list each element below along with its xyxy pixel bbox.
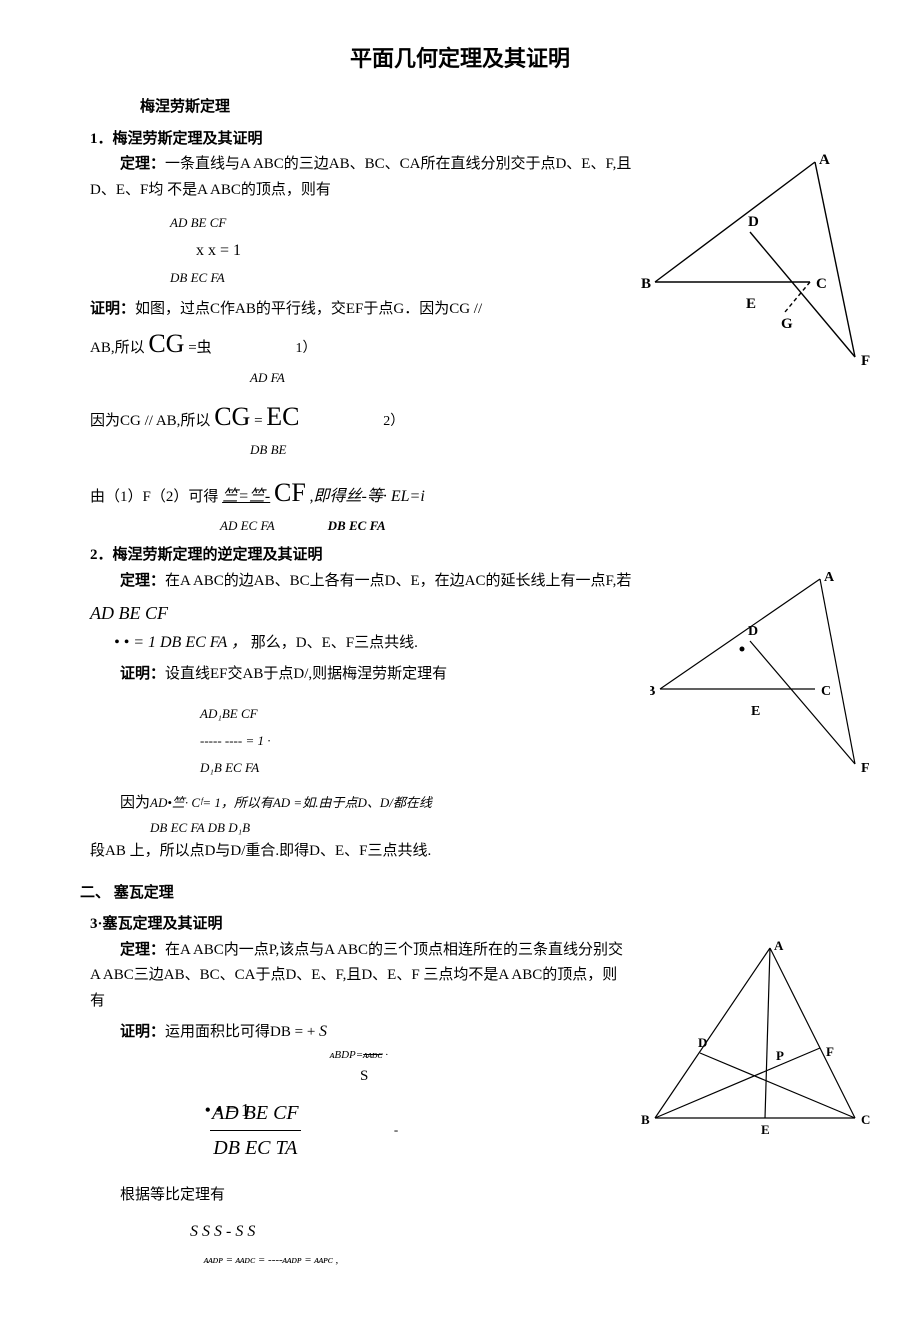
CG-symbol-1: CG xyxy=(148,329,184,358)
proof-1-den3: AD EC FA DB EC FA xyxy=(90,515,632,537)
den-right: DB EC FA xyxy=(328,518,386,533)
formula-2-mid: • • = 1 DB EC FA ， xyxy=(114,634,247,651)
svg-text:F: F xyxy=(861,353,870,369)
theorem-3: 定理：在A ABC内一点P,该点与A ABC的三个顶点相连所在的三条直线分别交A… xyxy=(90,938,632,1015)
theorem-1: 定理：一条直线与A ABC的三边AB、BC、CA所在直线分別交于点D、E、F,且… xyxy=(90,152,632,203)
equal-ratio-text: 根据等比定理有 xyxy=(90,1183,870,1209)
proof-2-den: DB EC FA DB D₁B xyxy=(150,817,642,839)
proof-1-text-d: 由（1）F（2）可得 xyxy=(90,489,218,505)
proof-2-text: 设直线EF交AB于点D/,则据梅涅劳斯定理有 xyxy=(165,666,447,682)
proof-2-line1: 证明：设直线EF交AB于点D/,则据梅涅劳斯定理有 xyxy=(90,662,642,688)
svg-text:F: F xyxy=(861,761,870,776)
heading-2: 2．梅涅劳斯定理的逆定理及其证明 xyxy=(90,543,870,569)
formula-4-dash: - xyxy=(394,1122,398,1137)
svg-text:G: G xyxy=(781,316,793,332)
figure-2: A B C D E F xyxy=(650,569,870,789)
proof-2-text-b: AD•竺· Cᶠ= 1，所以有AD =如.由于点D、D/都在线 xyxy=(150,795,432,810)
svg-text:B: B xyxy=(650,684,655,699)
figure-3: A B C D E F P xyxy=(640,938,870,1138)
proof-1-line3: 因为CG // AB,所以 CG = EC 2） xyxy=(90,395,632,439)
formula-3-mid: ----- ---- = 1 · xyxy=(200,733,270,748)
proof-1-line2: AB,所以 CG =虫 1） xyxy=(90,322,632,366)
proof-label-2: 证明： xyxy=(120,666,165,682)
svg-text:E: E xyxy=(751,704,760,719)
heading-1: 1．梅涅劳斯定理及其证明 xyxy=(90,127,870,153)
svg-text:P: P xyxy=(776,1048,784,1063)
proof-1-eq2: = xyxy=(254,413,266,429)
formula-3-top: AD₁BE CF xyxy=(200,706,258,721)
svg-text:D: D xyxy=(748,214,759,230)
theorem-label: 定理： xyxy=(120,156,165,172)
S-symbol: S xyxy=(319,1023,327,1040)
formula-2-tail: 那么，D、E、F三点共线. xyxy=(251,635,418,651)
proof-label-3: 证明： xyxy=(120,1024,165,1040)
proof-3-S2: S xyxy=(360,1064,632,1090)
theorem-2-text: 在A ABC的边AB、BC上各有一点D、E，在边AC的延长线上有一点F,若 xyxy=(165,573,631,589)
formula-4-bot: DB EC TA xyxy=(210,1131,301,1165)
figure-1: A B C D E G F xyxy=(640,152,870,382)
svg-text:C: C xyxy=(816,276,827,292)
proof-1-text-e: ,即得丝-等· EL=i xyxy=(310,488,425,505)
CG-symbol-2: CG xyxy=(214,402,250,431)
section-2-name: 二、 塞瓦定理 xyxy=(80,881,870,907)
formula-4-dots: • • = 1 xyxy=(205,1100,250,1120)
formula-1-top: AD BE CF xyxy=(170,215,226,230)
svg-text:C: C xyxy=(821,684,831,699)
section-1-name: 梅涅劳斯定理 xyxy=(140,95,870,121)
theorem-2: 定理：在A ABC的边AB、BC上各有一点D、E，在边AC的延长线上有一点F,若 xyxy=(90,569,642,595)
proof-label: 证明： xyxy=(90,301,135,317)
sub-b: ᴀᴀᴅᴄ xyxy=(363,1049,382,1061)
EC-symbol: EC xyxy=(266,402,299,431)
formula-1-bot: DB EC FA xyxy=(170,270,225,285)
eqnum-2: 2） xyxy=(383,410,404,434)
heading-3: 3·塞瓦定理及其证明 xyxy=(90,912,870,938)
page-title: 平面几何定理及其证明 xyxy=(50,40,870,77)
proof-1-den: AD FA xyxy=(250,367,632,389)
proof-1-eq: =虫 xyxy=(188,340,211,356)
proof-1-text-c: 因为CG // AB,所以 xyxy=(90,413,210,429)
theorem-1-text: 一条直线与A ABC的三边AB、BC、CA所在直线分別交于点D、E、F,且D、E… xyxy=(90,156,631,198)
theorem-label-2: 定理： xyxy=(120,573,165,589)
formula-5-row: S S S - S S xyxy=(190,1223,255,1240)
proof-3-sub: ᴀBDP=ᴀᴀᴅᴄ · xyxy=(330,1046,632,1065)
formula-3: AD₁BE CF ----- ---- = 1 · D₁B EC FA xyxy=(200,700,642,782)
proof-1-line1: 证明：如图，过点C作AB的平行线，交EF于点G．因为CG // xyxy=(90,297,632,323)
formula-1: AD BE CF x x = 1 DB EC FA xyxy=(170,209,632,291)
den-left: AD EC FA xyxy=(220,518,274,533)
svg-text:A: A xyxy=(774,938,784,953)
proof-1-text-b: AB,所以 xyxy=(90,340,145,356)
svg-text:E: E xyxy=(761,1122,770,1137)
svg-text:A: A xyxy=(824,570,835,585)
svg-text:D: D xyxy=(698,1035,707,1050)
svg-text:B: B xyxy=(641,1112,650,1127)
formula-2-lhs: AD BE CF xyxy=(90,603,168,623)
sub-a: ᴀBDP= xyxy=(330,1049,363,1061)
CF-symbol: CF xyxy=(274,478,306,507)
sub-c: · xyxy=(383,1049,389,1061)
svg-text:A: A xyxy=(819,152,830,168)
theorem-3-text: 在A ABC内一点P,该点与A ABC的三个顶点相连所在的三条直线分别交A AB… xyxy=(90,942,623,1009)
svg-text:C: C xyxy=(861,1112,870,1127)
proof-1-den2: DB BE xyxy=(250,439,632,461)
theorem-label-3: 定理： xyxy=(120,942,165,958)
proof-2-line2: 因为AD•竺· Cᶠ= 1，所以有AD =如.由于点D、D/都在线 xyxy=(90,791,642,817)
proof-1-line4: 由（1）F（2）可得 竺=竺- CF ,即得丝-等· EL=i xyxy=(90,471,632,515)
formula-5: S S S - S S ᴀᴀᴅᴘ = ᴀᴀᴅᴄ = ----ᴀᴀᴅᴘ = ᴀᴀᴘ… xyxy=(190,1218,870,1272)
proof-3-text: 运用面积比可得DB = + xyxy=(165,1024,319,1040)
proof-2-text-a: 因为 xyxy=(120,795,150,811)
proof-1-text-a: 如图，过点C作AB的平行线，交EF于点G．因为CG // xyxy=(135,301,482,317)
svg-text:E: E xyxy=(746,296,756,312)
svg-text:F: F xyxy=(826,1044,834,1059)
svg-text:B: B xyxy=(641,276,651,292)
formula-3-bot: D₁B EC FA xyxy=(200,760,259,775)
formula-4: AD BE CF DB EC TA • • = 1 - xyxy=(210,1096,632,1165)
proof-2-line3: 段AB 上，所以点D与D/重合.即得D、E、F三点共线. xyxy=(90,839,642,865)
svg-text:D: D xyxy=(748,624,758,639)
proof-1-frac: 竺=竺- xyxy=(222,488,270,505)
formula-2: AD BE CF • • = 1 DB EC FA ， 那么，D、E、F三点共线… xyxy=(90,598,642,656)
proof-3-line1: 证明：运用面积比可得DB = + S xyxy=(90,1018,632,1046)
formula-5-sub: ᴀᴀᴅᴘ = ᴀᴀᴅᴄ = ----ᴀᴀᴅᴘ = ᴀᴀᴘᴄ , xyxy=(204,1254,338,1266)
eqnum-1: 1） xyxy=(295,337,316,361)
formula-1-mid: x x = 1 xyxy=(196,242,241,259)
